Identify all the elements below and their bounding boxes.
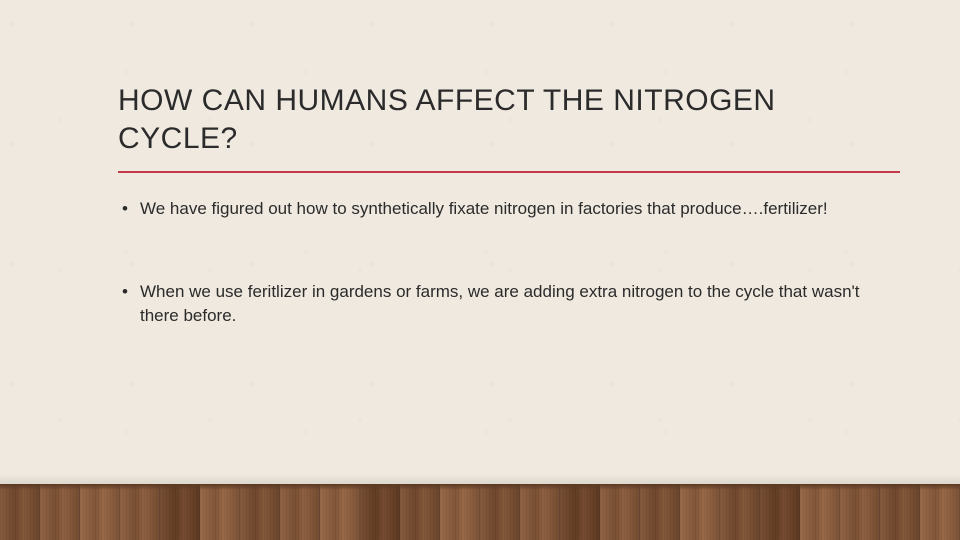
slide-title: HOW CAN HUMANS AFFECT THE NITROGEN CYCLE…: [118, 82, 900, 157]
floor-plank: [280, 484, 320, 540]
bullet-item: We have figured out how to synthetically…: [118, 197, 900, 222]
floor-plank: [880, 484, 920, 540]
bullet-item: When we use feritlizer in gardens or far…: [118, 280, 900, 329]
floor-plank: [600, 484, 640, 540]
floor-plank: [40, 484, 80, 540]
floor-plank: [720, 484, 760, 540]
floor-plank: [80, 484, 120, 540]
floor-plank: [760, 484, 800, 540]
floor-plank: [200, 484, 240, 540]
slide-content: HOW CAN HUMANS AFFECT THE NITROGEN CYCLE…: [118, 82, 900, 387]
floor-plank: [800, 484, 840, 540]
floor-plank: [680, 484, 720, 540]
floor-plank: [520, 484, 560, 540]
floor-plank: [840, 484, 880, 540]
floor-plank: [560, 484, 600, 540]
wood-floor: [0, 484, 960, 540]
title-underline: [118, 171, 900, 173]
floor-plank: [360, 484, 400, 540]
floor-plank: [0, 484, 40, 540]
slide: HOW CAN HUMANS AFFECT THE NITROGEN CYCLE…: [0, 0, 960, 540]
floor-plank: [240, 484, 280, 540]
floor-plank: [640, 484, 680, 540]
floor-plank: [320, 484, 360, 540]
floor-plank: [480, 484, 520, 540]
baseboard-shadow: [0, 474, 960, 484]
floor-plank: [920, 484, 960, 540]
floor-plank: [160, 484, 200, 540]
floor-plank: [440, 484, 480, 540]
floor-plank: [400, 484, 440, 540]
bullet-list: We have figured out how to synthetically…: [118, 197, 900, 329]
floor-plank: [120, 484, 160, 540]
